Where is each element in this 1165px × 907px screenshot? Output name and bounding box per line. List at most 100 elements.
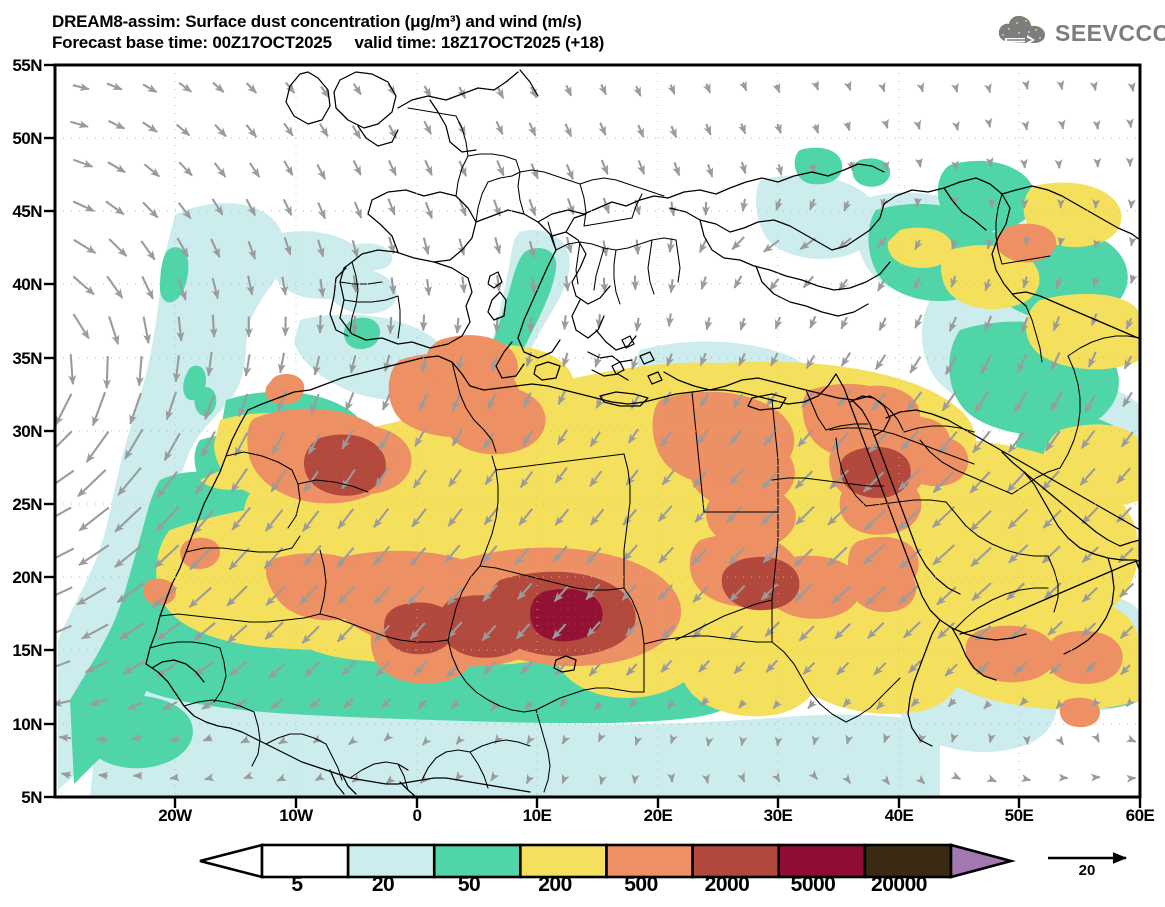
wind-arrow	[72, 275, 95, 296]
wind-arrow	[525, 773, 535, 785]
wind-arrow	[627, 428, 639, 444]
wind-arrow	[1055, 699, 1066, 709]
wind-arrow	[657, 505, 673, 522]
wind-arrow	[249, 162, 261, 178]
wind-arrow	[1091, 732, 1100, 743]
wind-arrow	[233, 698, 248, 710]
wind-arrow	[1081, 546, 1099, 563]
wind-arrow	[1055, 735, 1065, 746]
wind-arrow	[775, 198, 783, 211]
wind-arrow	[932, 470, 955, 494]
wind-arrow	[763, 429, 778, 446]
wind-arrow	[841, 773, 852, 784]
wind-arrow	[843, 200, 852, 212]
wind-arrow	[950, 239, 959, 250]
wind-arrow	[1052, 316, 1061, 332]
wind-arrow	[980, 354, 992, 375]
wind-arrow	[903, 621, 921, 639]
wind-arrow	[382, 392, 392, 411]
wind-arrow	[845, 734, 854, 745]
wind-arrow	[169, 773, 180, 782]
wind-arrow	[985, 157, 994, 168]
wind-arrow	[105, 200, 125, 216]
wind-arrow	[561, 315, 570, 331]
wind-arrow	[589, 470, 603, 487]
wind-arrow	[481, 545, 498, 564]
wind-arrow	[457, 238, 466, 256]
wind-arrow	[283, 160, 294, 176]
wind-arrow	[380, 698, 392, 709]
wind-arrow	[55, 660, 71, 671]
wind-arrow	[456, 354, 465, 371]
wind-arrow	[387, 236, 396, 255]
wind-arrow	[658, 546, 674, 564]
wind-arrow	[142, 83, 158, 94]
wind-arrow	[141, 275, 154, 300]
wind-arrow	[457, 86, 467, 99]
wind-arrow	[948, 316, 958, 333]
wind-arrow	[226, 585, 248, 607]
wind-arrow	[337, 584, 356, 605]
wind-arrow	[704, 317, 713, 331]
wind-arrow	[202, 733, 214, 742]
colorbar-tick-label: 5000	[790, 873, 836, 896]
wind-arrow	[163, 432, 181, 462]
wind-arrow	[1092, 277, 1101, 288]
wind-arrow	[210, 238, 221, 258]
coastlines-and-borders	[145, 69, 1140, 797]
wind-arrow	[320, 85, 330, 99]
wind-arrow	[737, 772, 746, 783]
wind-arrow	[705, 164, 714, 178]
wind-arrow	[482, 584, 498, 602]
wind-arrow	[666, 313, 675, 328]
wind-arrow	[303, 661, 320, 678]
wind-arrow	[211, 277, 220, 300]
wind-arrow	[774, 123, 782, 135]
wind-arrow	[881, 161, 890, 172]
wind-arrow	[493, 237, 502, 255]
wind-arrow	[309, 697, 322, 709]
wind-arrow	[1049, 662, 1062, 675]
wind-arrow	[913, 277, 923, 290]
wind-arrow	[277, 352, 286, 374]
wind-arrow	[375, 661, 390, 677]
wind-arrow	[898, 548, 922, 570]
wind-arrow	[341, 660, 357, 676]
wind-arrow	[176, 316, 185, 342]
wind-arrow	[1125, 697, 1136, 708]
wind-arrow	[55, 506, 72, 518]
wind-arrow	[55, 624, 72, 634]
wind-arrow	[178, 161, 193, 177]
wind-arrow	[483, 660, 497, 675]
wind-arrow	[701, 773, 710, 784]
wind-arrow	[385, 774, 396, 785]
wind-arrow	[563, 84, 573, 97]
wind-arrow	[897, 508, 921, 531]
wind-arrow	[317, 278, 326, 298]
wind-arrow	[914, 314, 923, 329]
wind-arrow	[657, 584, 673, 601]
wind-arrow	[805, 354, 816, 369]
wind-arrow	[78, 506, 110, 532]
wind-arrow	[312, 355, 321, 376]
wind-arrow	[703, 83, 712, 94]
wind-arrow	[529, 86, 538, 99]
wind-arrow	[795, 505, 815, 526]
wind-arrow	[661, 469, 676, 486]
wind-arrow	[337, 508, 355, 530]
wind-arrow	[243, 354, 252, 377]
wind-arrow	[876, 279, 886, 292]
wind-arrow	[932, 544, 956, 566]
wind-arrow	[265, 585, 286, 606]
wind-arrow	[564, 236, 573, 254]
wind-arrow	[988, 732, 996, 744]
wind-arrow	[944, 663, 958, 677]
wind-arrow	[553, 585, 570, 602]
wind-arrow	[951, 160, 959, 171]
wind-arrow	[490, 771, 500, 782]
wind-arrow	[588, 663, 601, 677]
wind-arrow	[763, 239, 780, 253]
axis-ticks	[44, 63, 1142, 808]
cloud-arrow-icon	[998, 15, 1045, 45]
